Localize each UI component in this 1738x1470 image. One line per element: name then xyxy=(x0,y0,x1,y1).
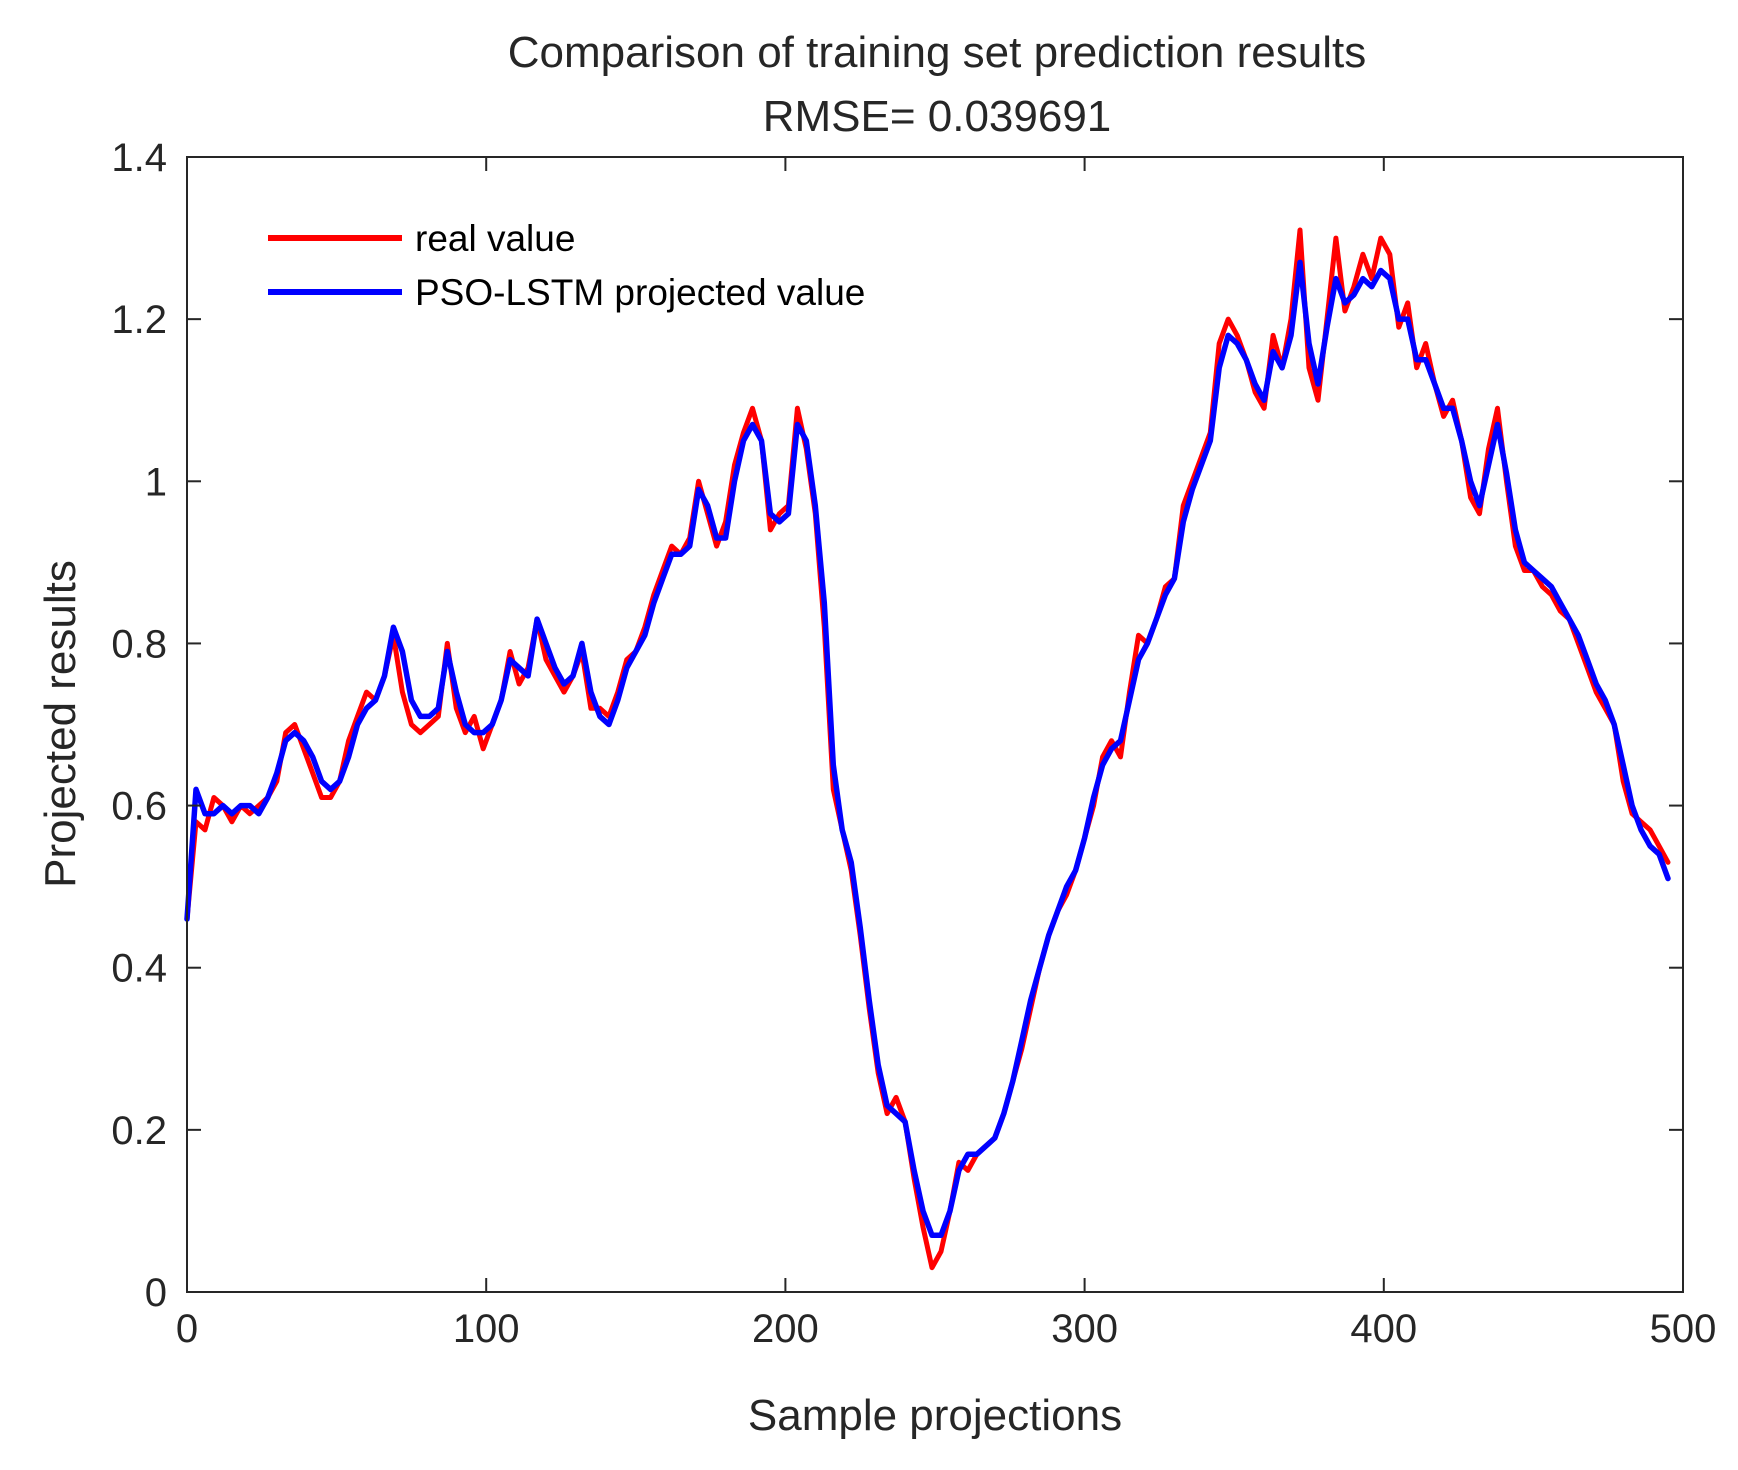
legend-label-real-value: real value xyxy=(415,218,575,259)
chart-subtitle: RMSE= 0.039691 xyxy=(763,92,1112,141)
plot-area xyxy=(187,157,1683,1292)
y-tick-label: 1.2 xyxy=(111,298,167,342)
y-tick-label: 1.4 xyxy=(111,136,167,180)
legend: real value PSO-LSTM projected value xyxy=(268,218,865,313)
series-layer xyxy=(184,227,1671,1271)
x-tick-label: 0 xyxy=(176,1307,198,1351)
x-tick-label: 300 xyxy=(1051,1307,1118,1351)
y-tick-label: 0.2 xyxy=(111,1109,167,1153)
y-axis-label: Projected results xyxy=(36,560,85,888)
y-tick-label: 1 xyxy=(145,460,167,504)
y-tick-label: 0.6 xyxy=(111,785,167,829)
chart-title: Comparison of training set prediction re… xyxy=(508,28,1366,77)
axes-box xyxy=(186,156,1684,1293)
y-ticks: 0 0.2 0.4 0.6 0.8 1 1.2 1.4 xyxy=(111,136,1683,1315)
x-axis-label: Sample projections xyxy=(748,1391,1122,1440)
x-tick-label: 200 xyxy=(752,1307,819,1351)
y-tick-label: 0 xyxy=(145,1271,167,1315)
y-tick-label: 0.8 xyxy=(111,622,167,666)
legend-label-pso-lstm: PSO-LSTM projected value xyxy=(415,272,865,313)
x-tick-label: 100 xyxy=(453,1307,520,1351)
series-line-real-value xyxy=(184,227,1671,1271)
x-ticks: 0 100 200 300 400 500 xyxy=(176,157,1717,1351)
x-tick-label: 400 xyxy=(1350,1307,1417,1351)
series-line-pso-lstm-projected-value xyxy=(184,259,1671,1239)
y-tick-label: 0.4 xyxy=(111,947,167,991)
x-tick-label: 500 xyxy=(1650,1307,1717,1351)
